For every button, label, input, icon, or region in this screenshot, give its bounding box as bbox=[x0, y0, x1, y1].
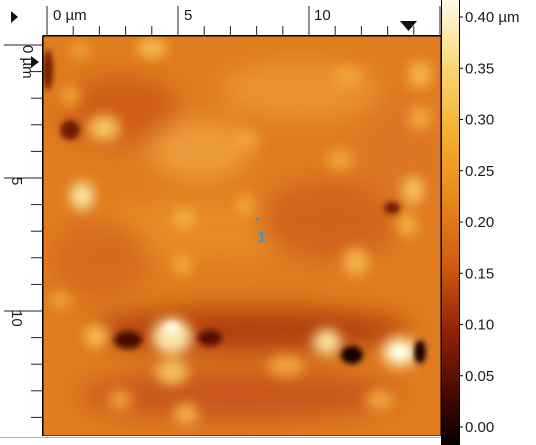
left-ruler: 0 µm 5 10 bbox=[0, 36, 43, 445]
top-ruler: 0 µm 5 10 bbox=[0, 0, 441, 36]
color-scale-label: 0.10 bbox=[465, 317, 494, 334]
color-scale-labels: 0.40 µm 0.35 0.30 0.25 0.20 0.15 0.10 0.05 0.00 bbox=[459, 9, 520, 436]
x-axis-tick-5: 5 bbox=[184, 7, 192, 24]
triangle-down-icon[interactable] bbox=[400, 21, 417, 31]
top-ruler-ticks bbox=[46, 6, 441, 35]
x-axis-tick-10: 10 bbox=[314, 7, 331, 24]
color-scale: 0.40 µm 0.35 0.30 0.25 0.20 0.15 0.10 0.05 0.00 bbox=[441, 0, 520, 445]
color-scale-label: 0.35 bbox=[465, 60, 494, 77]
play-right-icon[interactable] bbox=[11, 11, 18, 23]
y-axis-unit-label: 0 µm bbox=[19, 45, 36, 79]
play-right-icon[interactable] bbox=[31, 56, 39, 68]
color-scale-label: 0.00 bbox=[465, 419, 494, 436]
color-scale-label: 0.05 bbox=[465, 368, 494, 385]
y-axis-tick-10: 10 bbox=[8, 310, 25, 327]
height-map-image[interactable]: 1 bbox=[43, 36, 441, 436]
color-scale-label: 0.25 bbox=[465, 163, 494, 180]
color-scale-label: 0.30 bbox=[465, 112, 494, 129]
left-ruler-ticks bbox=[4, 44, 42, 418]
color-scale-label: 0.40 µm bbox=[465, 9, 520, 26]
x-axis-unit-label: 0 µm bbox=[53, 7, 87, 24]
color-scale-label: 0.20 bbox=[465, 214, 494, 231]
y-axis-tick-5: 5 bbox=[8, 177, 25, 185]
marker-label: 1 bbox=[257, 229, 266, 246]
color-scale-bar bbox=[441, 0, 460, 445]
color-scale-label: 0.15 bbox=[465, 265, 494, 282]
